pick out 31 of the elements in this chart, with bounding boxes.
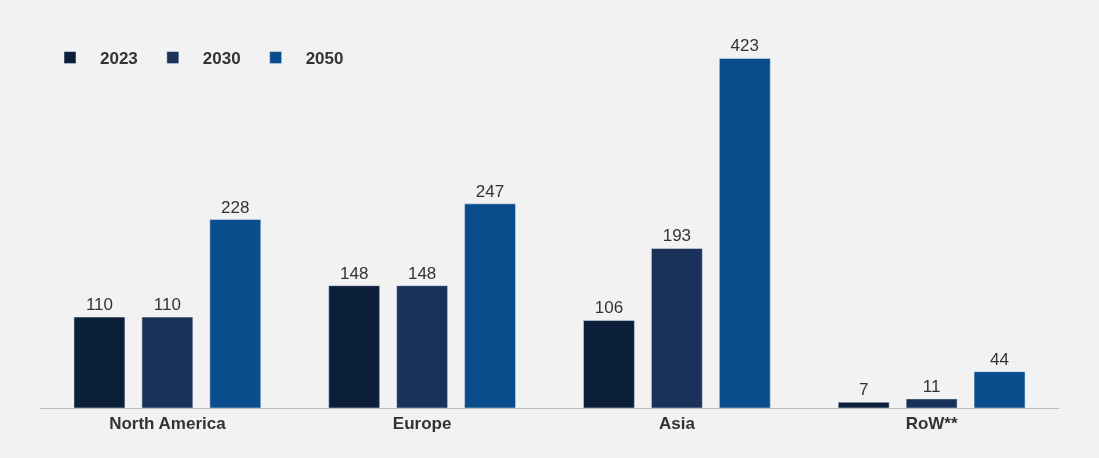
bar [396, 285, 448, 408]
legend-label: 2030 [202, 49, 241, 69]
bar [141, 316, 194, 408]
data-label: 193 [662, 226, 692, 246]
bar [837, 401, 890, 408]
x-tick-label: North America [109, 414, 227, 434]
bar [328, 285, 380, 408]
legend-label: 2023 [100, 49, 138, 69]
x-tick-label: Europe [392, 414, 452, 434]
data-label: 11 [922, 376, 941, 396]
data-label: 106 [594, 298, 624, 318]
bar [209, 219, 262, 408]
legend-label: 2050 [305, 49, 344, 69]
data-label: 110 [85, 295, 113, 315]
bar [905, 398, 958, 408]
bar [973, 371, 1026, 408]
x-tick-label: Asia [658, 414, 696, 434]
data-label: 44 [990, 349, 1010, 369]
bar [651, 248, 703, 408]
data-label: 228 [221, 197, 250, 217]
data-label: 7 [858, 380, 869, 400]
bar [583, 320, 635, 408]
data-label: 110 [153, 295, 181, 315]
data-label: 423 [730, 36, 759, 56]
data-label: 247 [475, 181, 505, 201]
bar [464, 203, 516, 408]
x-tick-label: RoW** [905, 414, 958, 434]
bar [73, 316, 126, 408]
data-label: 148 [407, 263, 437, 283]
data-label: 148 [340, 263, 369, 283]
bar [719, 58, 771, 408]
